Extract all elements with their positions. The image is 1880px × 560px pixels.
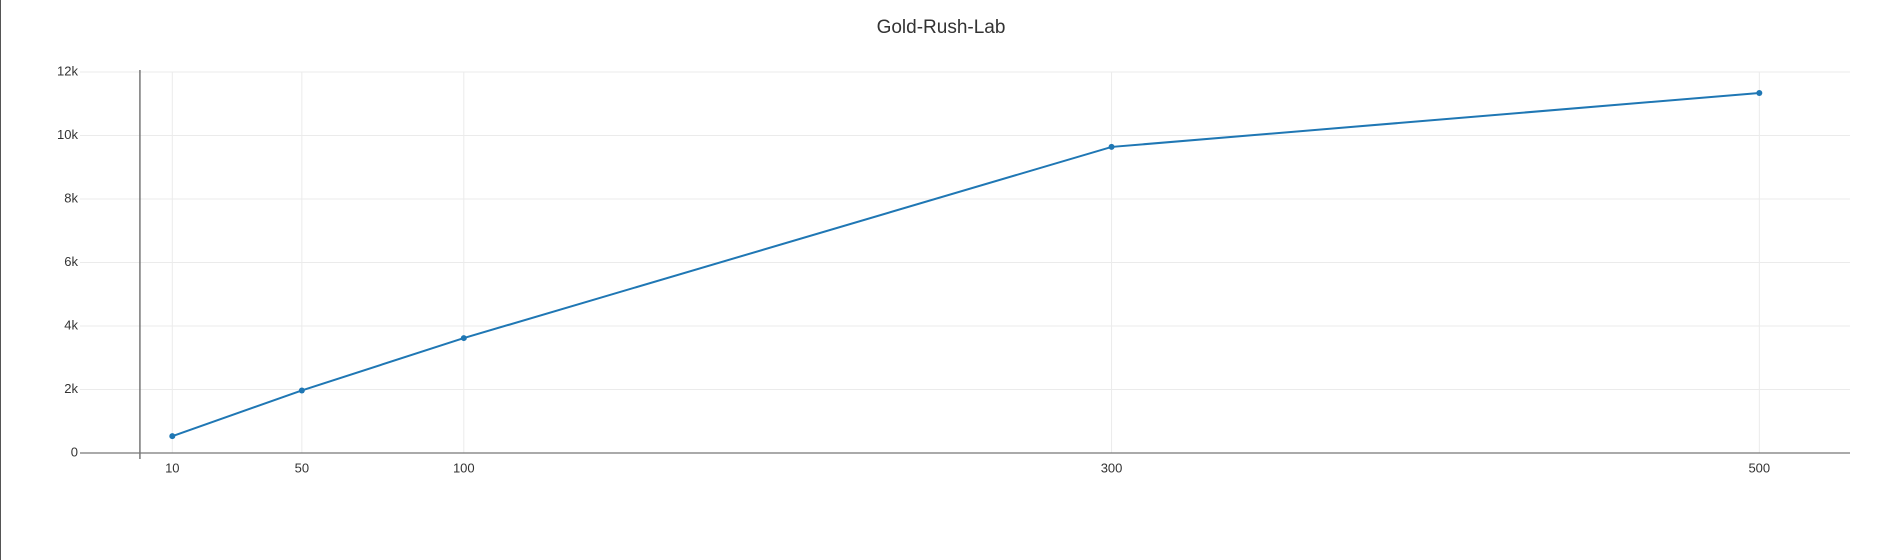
data-point [298, 387, 305, 394]
x-tick-label: 100 [453, 460, 475, 475]
x-tick-label: 500 [1748, 460, 1770, 475]
x-tick-label: 300 [1101, 460, 1123, 475]
chart-title: Gold-Rush-Lab [877, 17, 1006, 38]
y-tick-label: 4k [64, 317, 78, 332]
line-series [171, 91, 1760, 438]
y-tick-label: 8k [64, 190, 78, 205]
x-tick-label: 50 [295, 460, 309, 475]
x-tick-label: 10 [165, 460, 179, 475]
y-tick-label: 10k [57, 127, 78, 142]
y-tick-label: 12k [57, 63, 78, 78]
y-tick-label: 0 [71, 444, 78, 459]
data-point [169, 433, 176, 440]
data-point [460, 335, 467, 342]
data-point [1756, 89, 1763, 96]
y-tick-label: 6k [64, 254, 78, 269]
data-point [1108, 143, 1115, 150]
y-tick-label: 2k [64, 381, 78, 396]
